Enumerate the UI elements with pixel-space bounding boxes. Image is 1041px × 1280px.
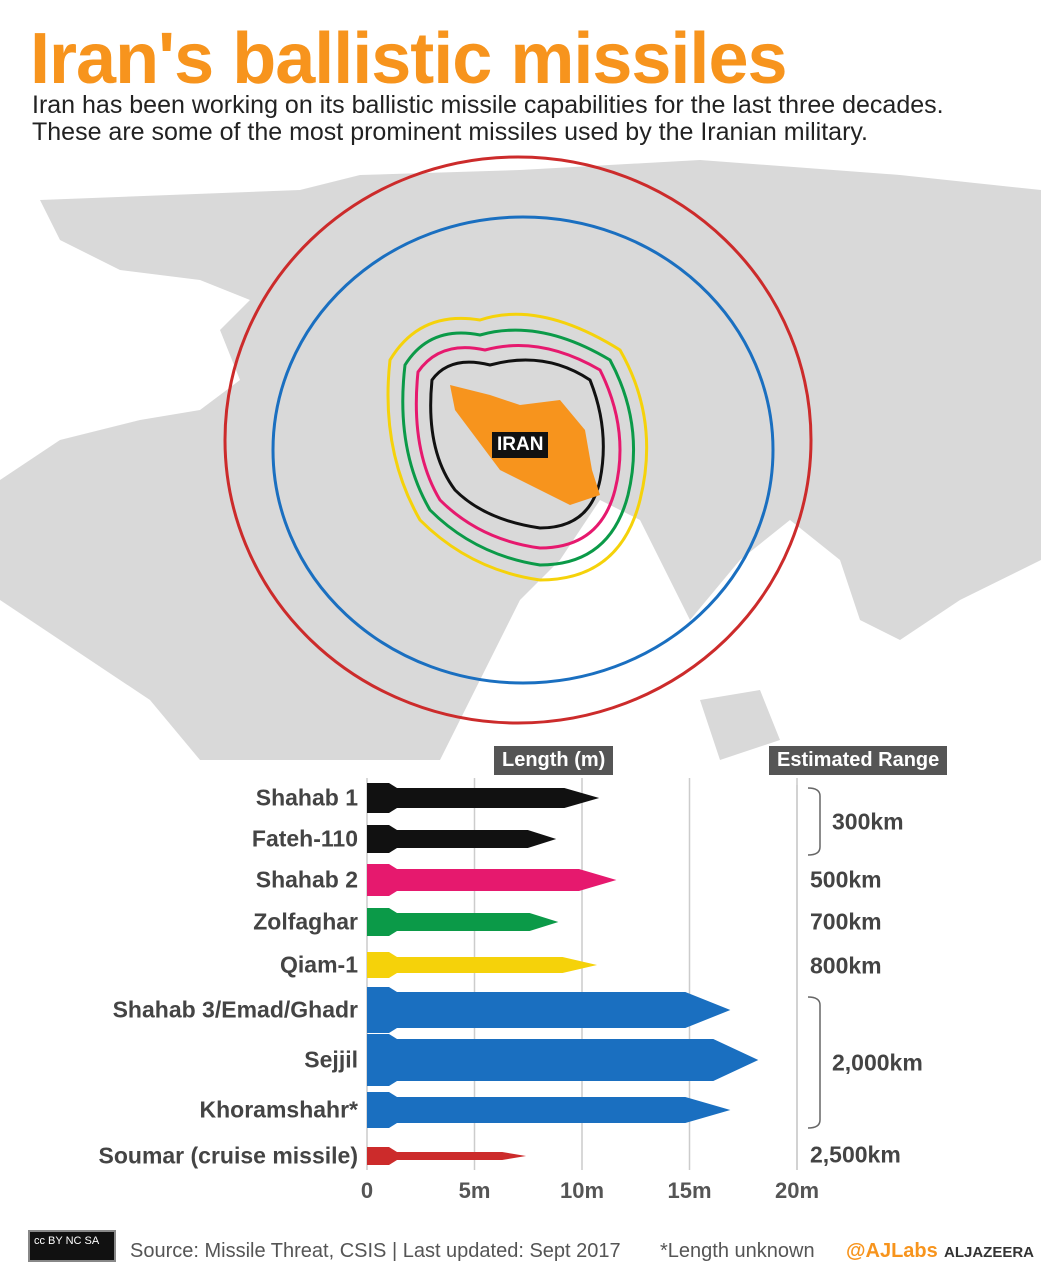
range-bracket — [807, 787, 821, 856]
range-label: 700km — [810, 908, 882, 935]
range-label: 800km — [810, 952, 882, 979]
missile-bar — [367, 864, 617, 896]
range-header: Estimated Range — [769, 746, 948, 775]
page-title: Iran's ballistic missiles — [30, 19, 788, 99]
missile-name: Khoramshahr* — [199, 1096, 358, 1123]
missile-bar — [367, 825, 557, 853]
missile-name: Soumar (cruise missile) — [98, 1142, 359, 1169]
range-ring-500km — [414, 344, 622, 550]
range-label: 2,500km — [810, 1141, 901, 1168]
footnote: *Length unknown — [660, 1240, 815, 1262]
x-tick-label: 5m — [458, 1178, 491, 1203]
license-badge: cc BY NC SA — [28, 1230, 116, 1262]
range-label: 500km — [810, 866, 882, 893]
x-tick-label: 20m — [774, 1178, 820, 1203]
subtitle: Iran has been working on its ballistic m… — [32, 91, 944, 146]
missile-name: Shahab 2 — [255, 866, 358, 893]
missile-name: Fateh-110 — [251, 825, 358, 852]
missile-bar — [367, 987, 731, 1033]
missile-name: Sejjil — [304, 1046, 358, 1073]
ajlabs-handle: @AJLabs — [846, 1240, 938, 1262]
range-ring-2000km — [271, 215, 775, 685]
range-ring-700km — [401, 328, 636, 567]
missile-name: Shahab 1 — [255, 784, 358, 811]
missile-bar — [367, 1034, 759, 1086]
range-ring-300km — [429, 358, 605, 530]
missile-bar — [367, 1147, 527, 1165]
missile-name: Zolfaghar — [253, 908, 358, 935]
missile-bar — [367, 1092, 731, 1128]
range-ring-2500km — [223, 155, 813, 725]
range-bracket — [807, 996, 821, 1129]
range-ring-800km — [386, 312, 649, 582]
x-tick-label: 10m — [559, 1178, 605, 1203]
aljazeera-logo: ALJAZEERA — [944, 1244, 1035, 1261]
missile-bar — [367, 783, 600, 813]
missile-name: Qiam-1 — [280, 951, 358, 978]
source-text: Source: Missile Threat, CSIS | Last upda… — [130, 1240, 621, 1262]
iran-label: IRAN — [492, 432, 549, 458]
x-tick-label: 0 — [360, 1178, 374, 1203]
missile-bar — [367, 908, 559, 936]
missile-bar — [367, 952, 598, 978]
length-header: Length (m) — [494, 746, 614, 775]
range-label: 2,000km — [832, 1049, 923, 1076]
missile-name: Shahab 3/Emad/Ghadr — [112, 996, 358, 1023]
x-tick-label: 15m — [667, 1178, 712, 1203]
range-label: 300km — [832, 808, 904, 835]
